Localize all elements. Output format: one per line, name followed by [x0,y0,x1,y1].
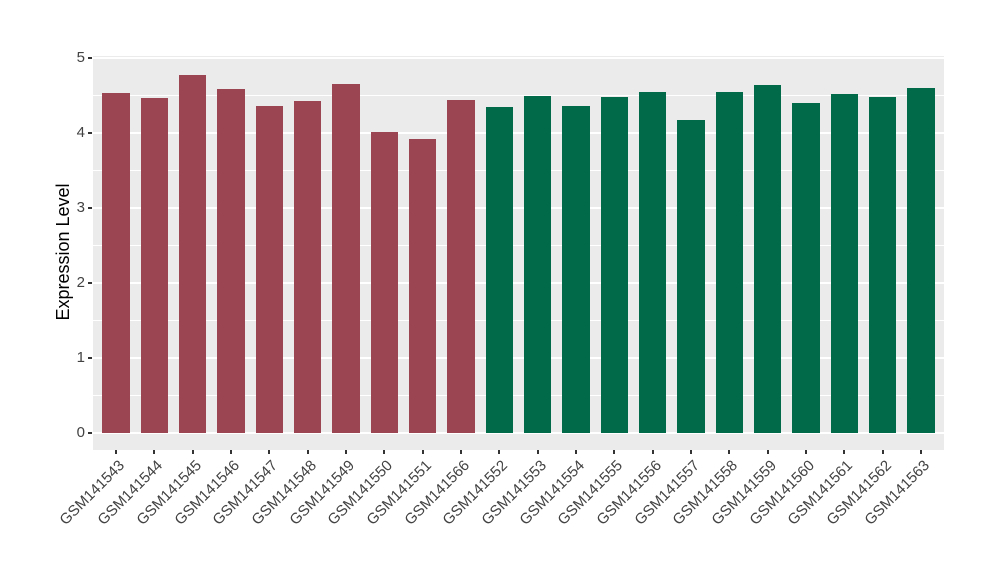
bar-GSM141543 [102,92,130,433]
x-axis-tick [383,450,386,454]
minor-gridline [93,94,944,96]
x-axis-tick [153,450,156,454]
minor-gridline [93,394,944,396]
x-axis-tick [575,450,577,454]
x-axis-tick [766,450,769,454]
bar-GSM141552 [485,107,514,433]
bar-GSM141550 [370,131,399,433]
x-axis-tick [191,450,194,454]
y-axis-tick [88,281,92,284]
y-axis-tick-label: 0 [76,424,85,441]
x-axis-tick [805,450,807,454]
y-axis-tick [88,56,92,59]
bar-GSM141556 [638,92,667,433]
y-axis-tick-label: 1 [76,348,85,366]
bar-GSM141563 [907,88,935,433]
minor-gridline [93,244,944,246]
x-axis-tick [690,450,692,454]
bar-GSM141548 [293,101,322,433]
bar-GSM141557 [677,119,705,433]
bar-GSM141555 [600,96,629,433]
plot-panel [93,56,944,450]
y-axis-tick-label: 5 [76,48,85,66]
x-axis-tick [881,450,884,454]
y-axis-title: Expression Level [53,183,73,321]
major-gridline [93,432,944,434]
major-gridline [93,131,944,134]
y-axis-tick-label: 2 [76,273,85,291]
x-axis-tick [613,450,616,454]
bar-GSM141545 [178,74,207,433]
x-axis-tick [843,450,846,454]
bar-GSM141560 [792,102,820,433]
x-axis-tick [536,450,539,454]
x-axis-tick [345,450,347,454]
x-axis-tick [421,450,424,454]
minor-gridline [93,169,944,171]
bar-GSM141553 [523,95,552,433]
major-gridline [93,56,944,59]
major-gridline [93,356,944,359]
x-axis-tick [728,450,731,454]
y-axis-tick [88,432,92,434]
bar-GSM141549 [332,83,360,433]
y-axis-tick-label: 4 [76,123,85,141]
x-axis-tick [268,450,271,454]
bar-GSM141547 [255,105,284,433]
x-axis-tick [306,450,309,454]
bar-GSM141546 [217,89,245,433]
bar-GSM141566 [447,99,475,433]
bar-GSM141558 [715,92,744,433]
y-axis-tick [88,131,92,134]
bar-GSM141561 [830,93,859,433]
y-axis-tick [88,356,92,359]
major-gridline [93,206,944,209]
y-axis-tick-label: 3 [76,198,85,216]
x-axis-tick [460,450,462,454]
x-axis-tick [230,450,232,454]
y-axis-tick [88,206,92,209]
bar-GSM141562 [868,97,897,433]
x-axis-tick [498,450,501,454]
bar-GSM141544 [140,98,169,433]
bar-GSM141559 [753,84,782,433]
bar-GSM141551 [408,139,437,433]
bar-GSM141554 [562,106,590,433]
x-axis-tick [651,450,654,454]
major-gridline [93,281,944,284]
x-axis-tick [115,450,117,454]
minor-gridline [93,319,944,321]
x-axis-tick [920,450,922,454]
